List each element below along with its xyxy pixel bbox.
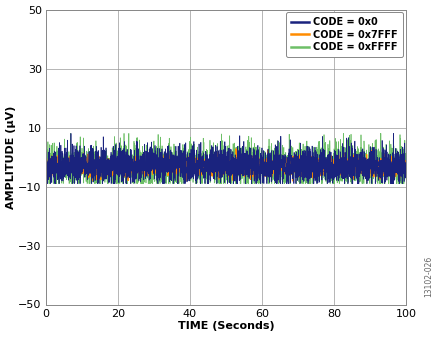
Y-axis label: AMPLITUDE (μV): AMPLITUDE (μV) <box>6 105 16 209</box>
CODE = 0xFFFF <box>106 170 111 174</box>
CODE = 0xFFFF <box>43 159 48 163</box>
CODE = 0x7FFF <box>233 147 238 151</box>
CODE = 0x0 <box>197 163 202 167</box>
CODE = 0x0 <box>46 182 52 186</box>
CODE = 0x0 <box>181 170 186 174</box>
CODE = 0xFFFF <box>45 182 50 186</box>
CODE = 0xFFFF <box>68 131 73 135</box>
Line: CODE = 0x7FFF: CODE = 0x7FFF <box>46 149 405 182</box>
Text: 13102-026: 13102-026 <box>423 255 432 297</box>
CODE = 0x0 <box>357 179 362 183</box>
CODE = 0x0 <box>395 181 401 185</box>
CODE = 0xFFFF <box>197 157 202 161</box>
Line: CODE = 0xFFFF: CODE = 0xFFFF <box>46 133 405 184</box>
CODE = 0x0 <box>68 131 73 135</box>
CODE = 0xFFFF <box>402 165 408 170</box>
CODE = 0x7FFF <box>175 180 181 184</box>
CODE = 0x0 <box>106 170 111 174</box>
CODE = 0x7FFF <box>197 159 202 163</box>
CODE = 0xFFFF <box>357 150 362 154</box>
X-axis label: TIME (Seconds): TIME (Seconds) <box>177 321 273 332</box>
CODE = 0x7FFF <box>402 164 408 168</box>
Legend: CODE = 0x0, CODE = 0x7FFF, CODE = 0xFFFF: CODE = 0x0, CODE = 0x7FFF, CODE = 0xFFFF <box>286 12 402 57</box>
CODE = 0x7FFF <box>43 156 48 160</box>
CODE = 0x7FFF <box>105 171 111 175</box>
CODE = 0x7FFF <box>357 171 362 175</box>
CODE = 0x0 <box>402 177 408 181</box>
CODE = 0x0 <box>84 182 89 186</box>
Line: CODE = 0x0: CODE = 0x0 <box>46 133 405 184</box>
CODE = 0xFFFF <box>181 170 186 174</box>
CODE = 0xFFFF <box>84 168 89 172</box>
CODE = 0x0 <box>43 172 48 176</box>
CODE = 0xFFFF <box>395 158 401 162</box>
CODE = 0x7FFF <box>395 163 401 167</box>
CODE = 0x7FFF <box>84 171 89 175</box>
CODE = 0x7FFF <box>181 165 186 169</box>
